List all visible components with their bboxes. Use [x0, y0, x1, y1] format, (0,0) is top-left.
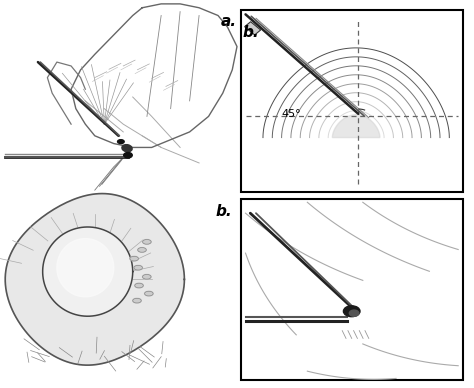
Text: b.: b.	[243, 25, 259, 40]
Bar	[245, 22, 261, 35]
Ellipse shape	[122, 145, 132, 152]
Ellipse shape	[133, 298, 141, 303]
Ellipse shape	[124, 152, 132, 158]
Bar	[0, 0, 237, 388]
Bar	[241, 199, 463, 380]
Polygon shape	[332, 115, 380, 138]
Polygon shape	[43, 227, 133, 316]
Text: a.: a.	[220, 14, 237, 29]
Ellipse shape	[118, 140, 124, 144]
Ellipse shape	[343, 306, 360, 317]
Ellipse shape	[138, 248, 146, 252]
Ellipse shape	[143, 274, 151, 279]
Ellipse shape	[349, 310, 359, 316]
Text: 45°: 45°	[282, 109, 301, 120]
Polygon shape	[57, 239, 114, 297]
Ellipse shape	[145, 291, 153, 296]
Polygon shape	[5, 194, 184, 365]
Text: b.: b.	[216, 204, 232, 219]
Bar	[241, 10, 463, 192]
Ellipse shape	[135, 283, 143, 288]
Ellipse shape	[130, 256, 138, 261]
Ellipse shape	[134, 265, 143, 270]
Ellipse shape	[143, 239, 151, 244]
